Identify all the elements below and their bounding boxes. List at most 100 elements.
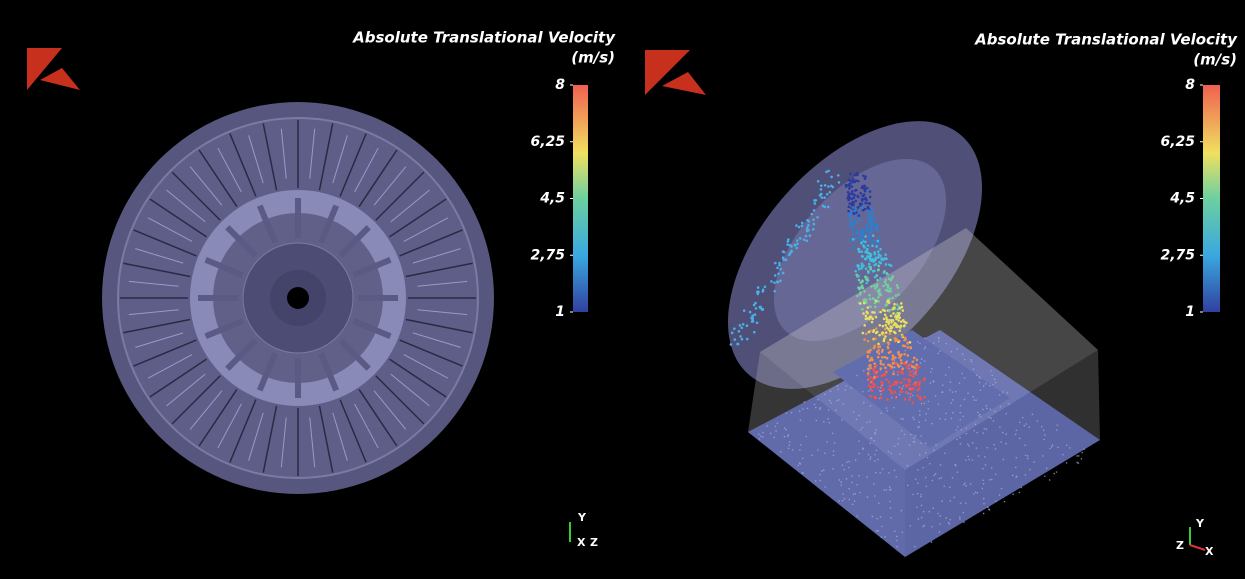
particle — [891, 366, 894, 369]
floor-particle — [848, 461, 850, 463]
floor-particle — [897, 352, 899, 354]
floor-particle — [948, 522, 950, 524]
floor-particle — [800, 419, 802, 421]
particle — [753, 331, 756, 334]
floor-particle — [1005, 433, 1007, 435]
floor-particle — [946, 343, 948, 345]
particle — [838, 181, 841, 184]
particle — [878, 324, 881, 327]
particle — [883, 318, 886, 321]
particle — [865, 224, 868, 227]
particle — [826, 193, 829, 196]
floor-particle — [1041, 426, 1043, 428]
floor-particle — [912, 494, 914, 496]
floor-particle — [870, 388, 872, 390]
particle — [894, 339, 897, 342]
floor-particle — [921, 403, 923, 405]
particle — [874, 276, 877, 279]
particle — [757, 286, 760, 289]
particle — [871, 390, 874, 393]
floor-particle — [920, 435, 922, 437]
floor-particle — [919, 343, 921, 345]
particle — [872, 297, 875, 300]
floor-particle — [938, 403, 940, 405]
floor-particle — [827, 418, 829, 420]
particle — [886, 289, 889, 292]
particle — [889, 339, 892, 342]
particle — [866, 228, 869, 231]
floor-particle — [817, 399, 819, 401]
particle — [857, 286, 860, 289]
floor-particle — [775, 426, 777, 428]
colorbar-unit: (m/s) — [571, 49, 615, 67]
particle — [916, 367, 919, 370]
floor-particle — [1019, 492, 1021, 494]
particle — [865, 278, 868, 281]
particle — [868, 212, 871, 215]
particle — [904, 398, 907, 401]
particle — [850, 216, 853, 219]
floor-particle — [966, 433, 968, 435]
particle — [905, 321, 908, 324]
floor-particle — [877, 459, 879, 461]
particle — [850, 219, 853, 222]
particle — [901, 390, 904, 393]
particle — [867, 210, 870, 213]
particle — [880, 396, 883, 399]
particle — [877, 356, 880, 359]
floor-particle — [1076, 462, 1078, 464]
floor-particle — [975, 424, 977, 426]
particle — [881, 356, 884, 359]
floor-particle — [1083, 448, 1085, 450]
floor-particle — [978, 455, 980, 457]
floor-particle — [912, 417, 914, 419]
floor-particle — [910, 525, 912, 527]
particle — [895, 313, 898, 316]
particle — [911, 370, 914, 373]
floor-particle — [928, 401, 930, 403]
floor-particle — [983, 513, 985, 515]
particle — [868, 331, 871, 334]
particle — [869, 349, 872, 352]
floor-particle — [876, 530, 878, 532]
floor-particle — [945, 517, 947, 519]
particle — [866, 207, 869, 210]
floor-particle — [989, 385, 991, 387]
floor-particle — [954, 464, 956, 466]
particle — [857, 236, 860, 239]
particle — [897, 286, 900, 289]
particle — [810, 213, 813, 216]
particle — [912, 375, 915, 378]
floor-particle — [838, 399, 840, 401]
particle — [863, 302, 866, 305]
floor-particle — [902, 532, 904, 534]
particle — [871, 230, 874, 233]
floor-particle — [824, 486, 826, 488]
particle — [885, 378, 888, 381]
floor-particle — [921, 358, 923, 360]
particle — [864, 235, 867, 238]
floor-particle — [870, 438, 872, 440]
floor-particle — [784, 427, 786, 429]
particle — [848, 214, 851, 217]
particle — [897, 319, 900, 322]
particle — [878, 292, 881, 295]
floor-particle — [975, 399, 977, 401]
floor-particle — [974, 399, 976, 401]
particle — [793, 243, 796, 246]
particle — [866, 312, 869, 315]
floor-particle — [839, 479, 841, 481]
floor-particle — [869, 442, 871, 444]
floor-particle — [991, 479, 993, 481]
floor-particle — [1024, 444, 1026, 446]
floor-particle — [876, 450, 878, 452]
floor-particle — [1057, 424, 1059, 426]
particle — [761, 290, 764, 293]
floor-particle — [881, 526, 883, 528]
particle — [868, 220, 871, 223]
floor-particle — [921, 517, 923, 519]
particle — [881, 332, 884, 335]
particle — [907, 354, 910, 357]
particle — [858, 212, 861, 215]
floor-particle — [972, 459, 974, 461]
